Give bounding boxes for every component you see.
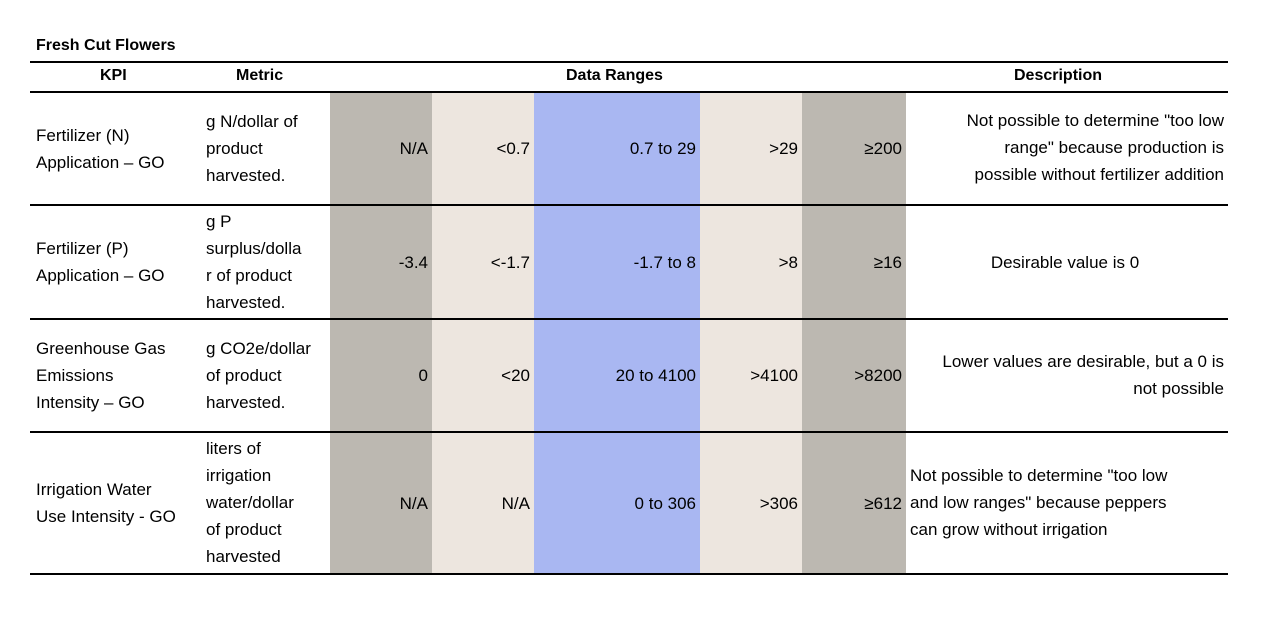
range-cell-3: -1.7 to 8 (534, 206, 700, 318)
header-kpi: KPI (100, 67, 127, 84)
range-cell-4: >8 (700, 206, 802, 318)
table-row: Greenhouse Gas Emissions Intensity – GO … (30, 320, 1228, 433)
table-row: Fertilizer (N) Application – GO g N/doll… (30, 93, 1228, 206)
range-cell-1: -3.4 (330, 206, 432, 318)
range-cell-2: N/A (432, 433, 534, 573)
range-cell-2: <-1.7 (432, 206, 534, 318)
header-description: Description (1014, 67, 1103, 84)
metric-cell: g CO2e/dollar of product harvested. (206, 339, 311, 412)
metric-cell: g N/dollar of product harvested. (206, 112, 298, 185)
description-cell: Desirable value is 0 (990, 252, 1140, 272)
range-cell-4: >4100 (700, 320, 802, 431)
kpi-cell: Irrigation Water Use Intensity - GO (36, 480, 176, 526)
range-cell-1: N/A (330, 93, 432, 204)
range-cell-4: >306 (700, 433, 802, 573)
kpi-cell: Fertilizer (P) Application – GO (36, 239, 165, 285)
metric-cell: g P surplus/dolla r of product harvested… (206, 212, 302, 312)
kpi-cell: Greenhouse Gas Emissions Intensity – GO (36, 339, 166, 412)
table-row: Fertilizer (P) Application – GO g P surp… (30, 206, 1228, 320)
range-cell-1: N/A (330, 433, 432, 573)
description-cell: Not possible to determine "too low range… (966, 111, 1224, 184)
range-cell-5: ≥16 (802, 206, 906, 318)
table-header: KPI Metric Data Ranges Description (30, 63, 1228, 93)
kpi-table: KPI Metric Data Ranges Description Ferti… (30, 61, 1228, 575)
range-cell-4: >29 (700, 93, 802, 204)
range-cell-3: 20 to 4100 (534, 320, 700, 431)
metric-cell: liters of irrigation water/dollar of pro… (206, 439, 294, 566)
table-title: Fresh Cut Flowers (36, 37, 176, 54)
range-cell-3: 0 to 306 (534, 433, 700, 573)
range-cell-2: <0.7 (432, 93, 534, 204)
header-metric: Metric (236, 67, 284, 84)
range-cell-5: ≥200 (802, 93, 906, 204)
kpi-cell: Fertilizer (N) Application – GO (36, 126, 165, 172)
description-cell: Not possible to determine "too low and l… (910, 466, 1168, 539)
range-cell-5: >8200 (802, 320, 906, 431)
range-cell-2: <20 (432, 320, 534, 431)
table-row: Irrigation Water Use Intensity - GO lite… (30, 433, 1228, 575)
header-data-ranges: Data Ranges (566, 67, 663, 84)
description-cell: Lower values are desirable, but a 0 is n… (942, 352, 1224, 398)
range-cell-1: 0 (330, 320, 432, 431)
range-cell-3: 0.7 to 29 (534, 93, 700, 204)
range-cell-5: ≥612 (802, 433, 906, 573)
